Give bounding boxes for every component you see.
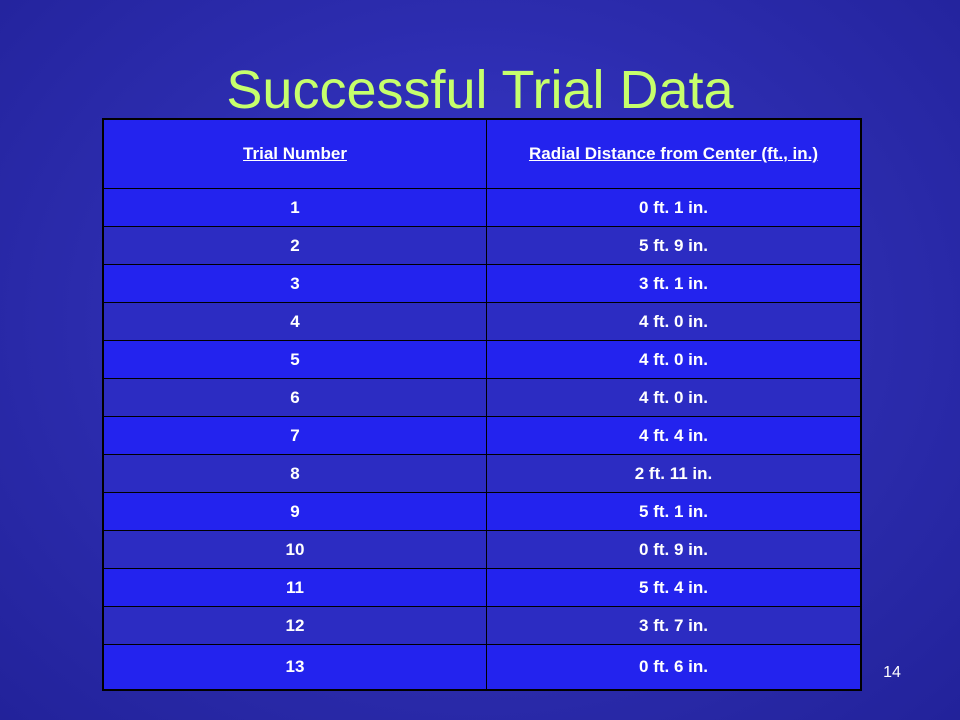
table-row: 11 5 ft. 4 in. [102,568,862,607]
trial-number-cell: 1 [102,188,487,227]
radial-distance-cell: 4 ft. 0 in. [486,302,862,341]
radial-distance-cell: 0 ft. 1 in. [486,188,862,227]
radial-distance-cell: 4 ft. 0 in. [486,340,862,379]
radial-distance-cell: 5 ft. 4 in. [486,568,862,607]
radial-distance-cell: 4 ft. 4 in. [486,416,862,455]
slide-page-number: 14 [883,664,901,681]
trial-number-cell: 11 [102,568,487,607]
slide-title: Successful Trial Data [226,60,734,120]
trial-number-cell: 12 [102,606,487,645]
column-header-trial-number: Trial Number [102,118,487,189]
table-row: 12 3 ft. 7 in. [102,606,862,645]
column-header-radial-distance: Radial Distance from Center (ft., in.) [486,118,862,189]
radial-distance-cell: 3 ft. 7 in. [486,606,862,645]
trial-number-cell: 5 [102,340,487,379]
radial-distance-cell: 5 ft. 9 in. [486,226,862,265]
radial-distance-cell: 4 ft. 0 in. [486,378,862,417]
trial-number-cell: 10 [102,530,487,569]
trial-number-cell: 13 [102,644,487,691]
table-row: 10 0 ft. 9 in. [102,530,862,569]
radial-distance-cell: 3 ft. 1 in. [486,264,862,303]
trial-number-cell: 4 [102,302,487,341]
trial-number-cell: 6 [102,378,487,417]
radial-distance-cell: 2 ft. 11 in. [486,454,862,493]
table-header-row: Trial Number Radial Distance from Center… [102,118,862,189]
trial-number-cell: 9 [102,492,487,531]
radial-distance-cell: 5 ft. 1 in. [486,492,862,531]
trial-data-table: Trial Number Radial Distance from Center… [102,118,862,691]
table-row: 13 0 ft. 6 in. [102,644,862,691]
trial-number-cell: 2 [102,226,487,265]
trial-number-cell: 7 [102,416,487,455]
trial-number-cell: 3 [102,264,487,303]
radial-distance-cell: 0 ft. 6 in. [486,644,862,691]
radial-distance-cell: 0 ft. 9 in. [486,530,862,569]
trial-number-cell: 8 [102,454,487,493]
